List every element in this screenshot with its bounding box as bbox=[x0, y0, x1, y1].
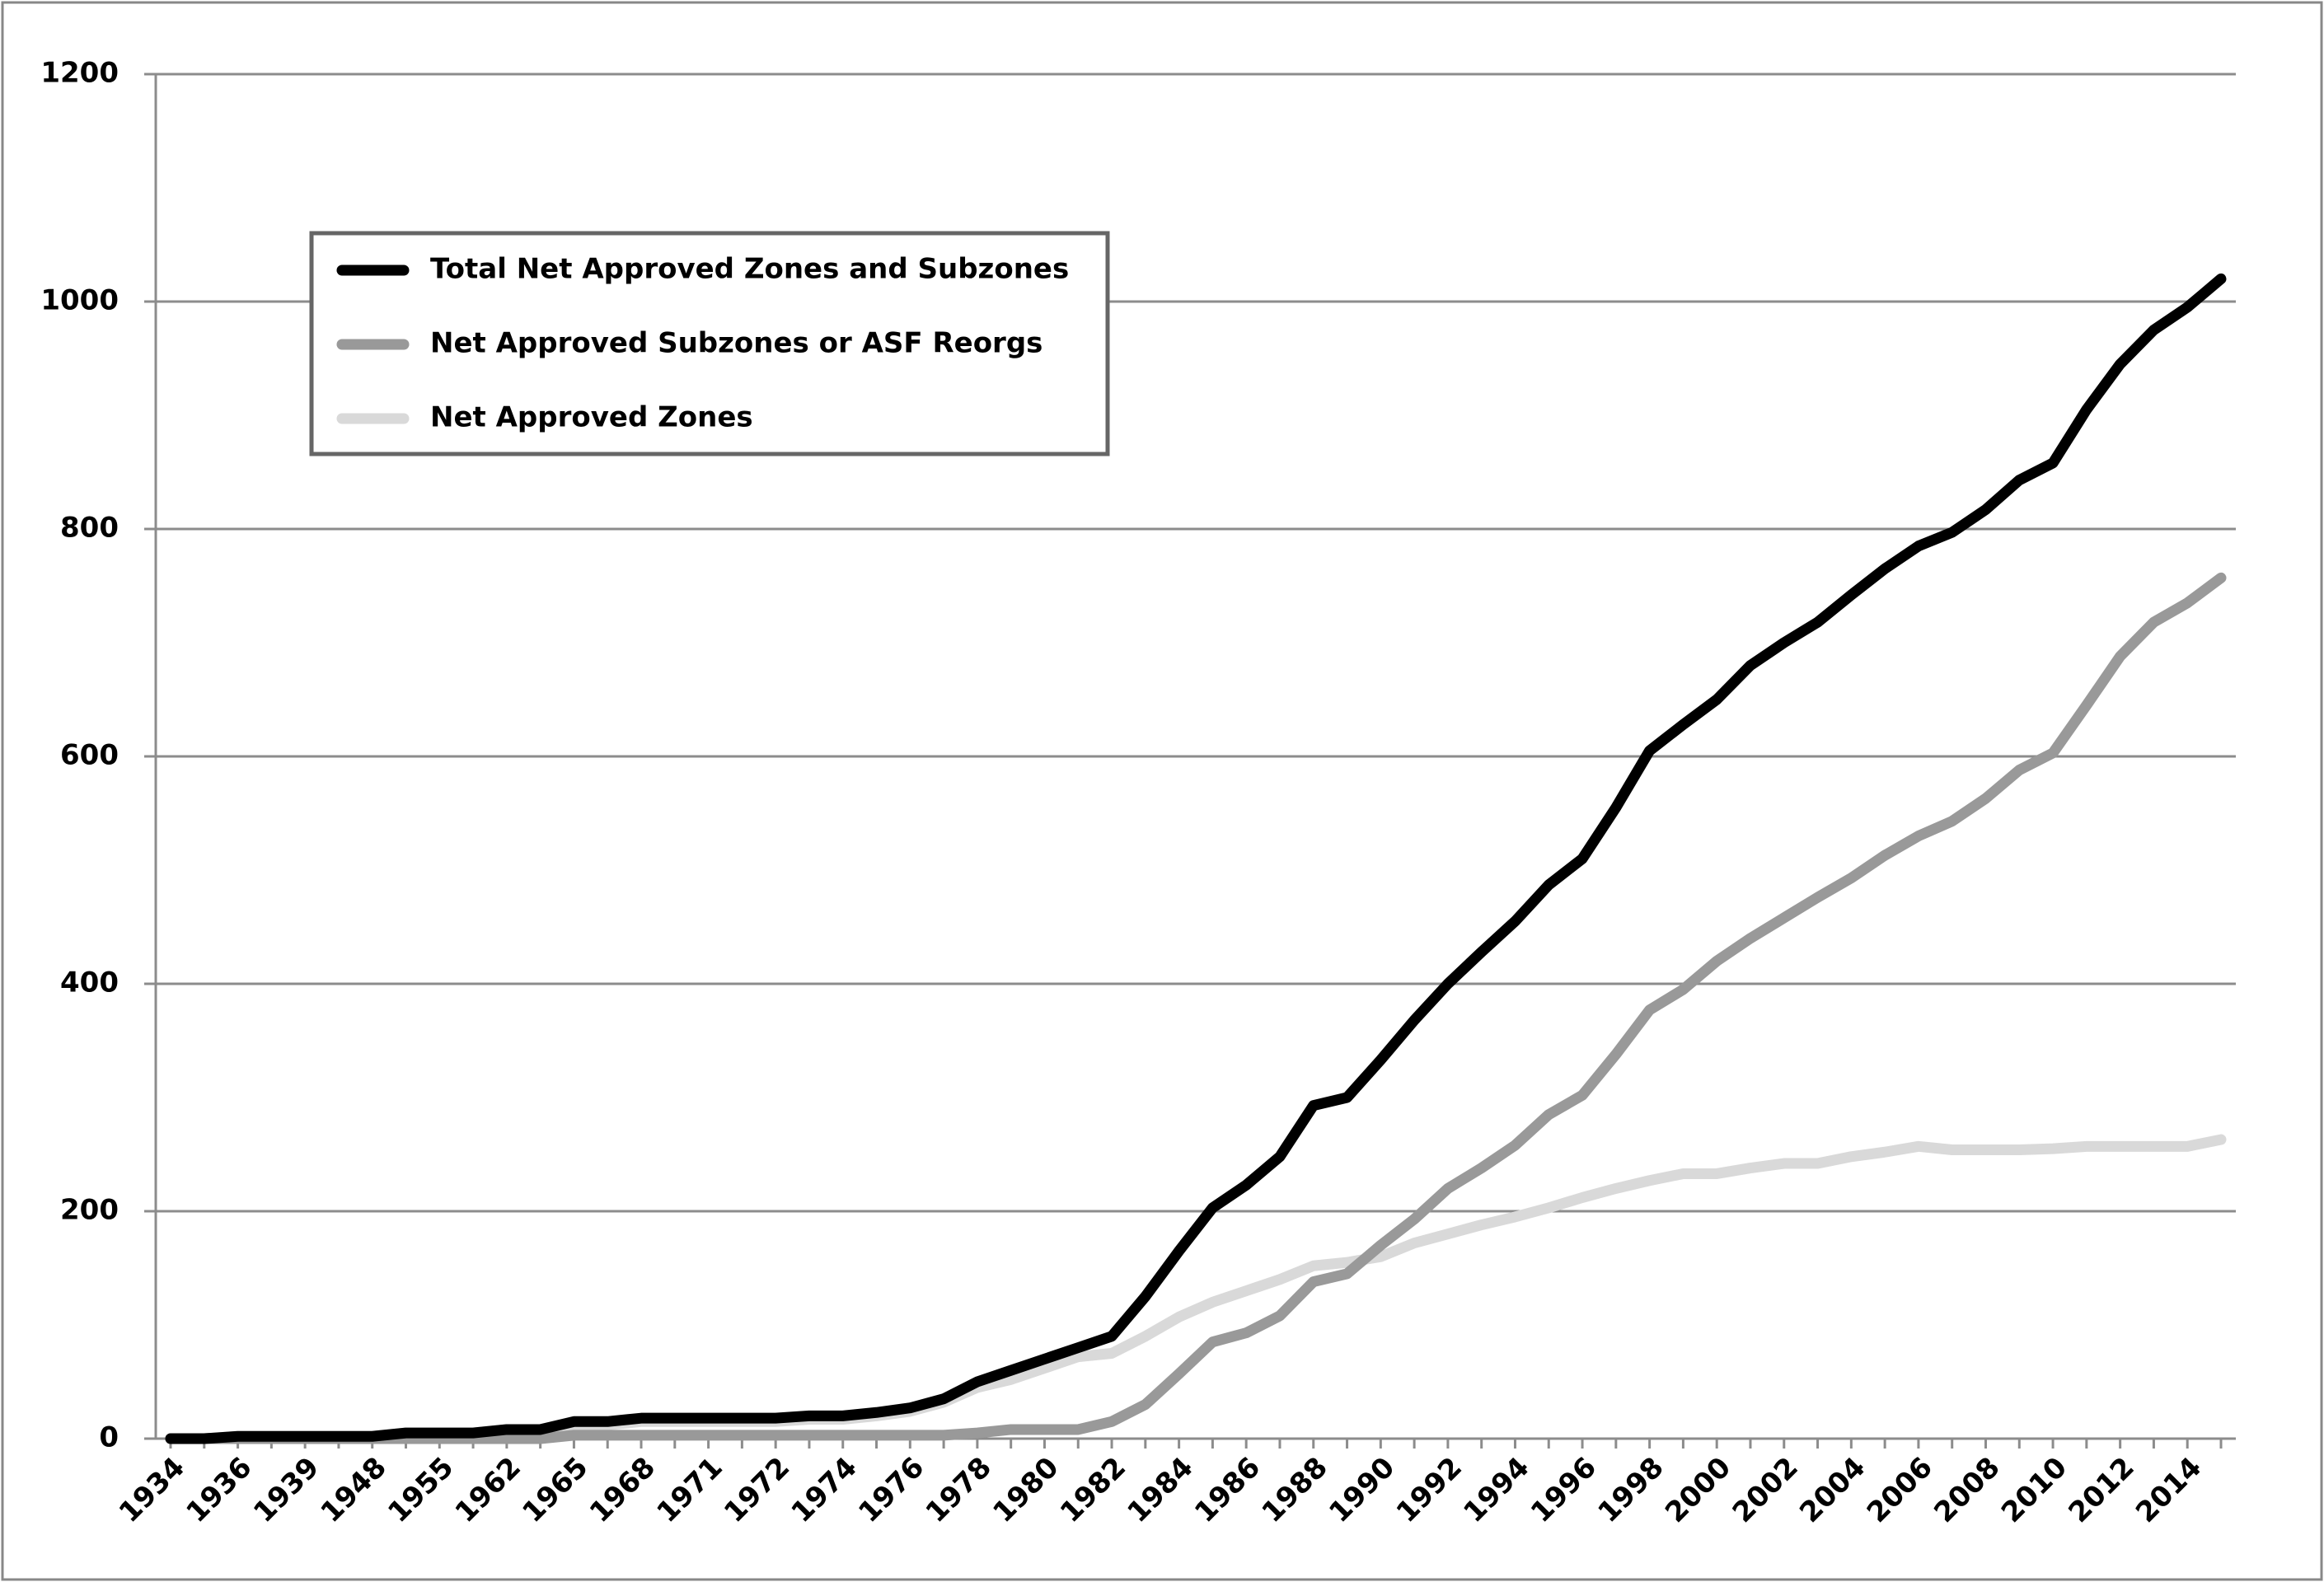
y-tick-label: 1000 bbox=[40, 284, 119, 317]
y-tick-label: 1200 bbox=[40, 57, 119, 90]
y-tick-label: 0 bbox=[99, 1421, 119, 1454]
y-tick-label: 600 bbox=[60, 739, 119, 772]
legend-label: Net Approved Subzones or ASF Reorgs bbox=[430, 327, 1043, 360]
data-line bbox=[165, 572, 2227, 1444]
y-tick-label: 400 bbox=[60, 967, 119, 999]
y-tick-label: 800 bbox=[60, 512, 119, 545]
legend: Total Net Approved Zones and Subzones Net… bbox=[309, 231, 1110, 456]
legend-box bbox=[309, 231, 1110, 456]
legend-label: Total Net Approved Zones and Subzones bbox=[430, 253, 1069, 286]
y-tick-label: 200 bbox=[60, 1194, 119, 1227]
data-line bbox=[165, 273, 2227, 1444]
legend-label: Net Approved Zones bbox=[430, 401, 753, 434]
